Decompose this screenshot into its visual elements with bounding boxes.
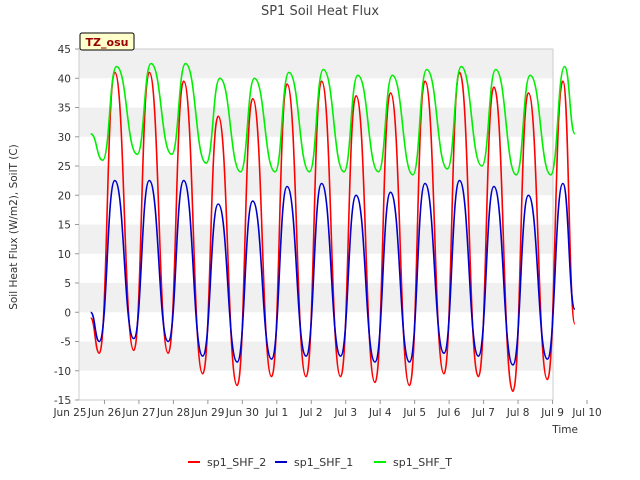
annotation-box	[79, 32, 135, 51]
series-lines	[89, 62, 576, 393]
x-tick-label: Jul 10	[571, 407, 601, 419]
y-tick-label: -10	[54, 366, 71, 378]
x-tick-label: Jun 28	[156, 407, 190, 419]
x-tick-label: Jul 2	[299, 407, 323, 419]
site-annotation: TZ_osu	[79, 32, 135, 51]
x-axis: Jun 25 Jun 26 Jun 27 Jun 28 Jun 29 Jun 30 Jul …	[52, 400, 602, 419]
series-line-sp1_SHF_T	[90, 62, 576, 176]
grid-band	[79, 253, 553, 283]
x-tick-label: Jun 26	[87, 407, 121, 419]
x-tick-label: Jun 30	[225, 407, 259, 419]
y-tick-label: 25	[58, 161, 71, 173]
x-tick-label: Jul 1	[264, 407, 288, 419]
legend: sp1_SHF_2 sp1_SHF_1 sp1_SHF_T	[188, 456, 452, 469]
grid-band	[79, 370, 553, 400]
y-tick-label: 45	[58, 44, 71, 56]
y-tick-label: 15	[58, 220, 71, 232]
x-tick-label: Jul 8	[506, 407, 530, 419]
grid-band	[79, 283, 553, 313]
y-tick-label: 5	[64, 278, 71, 290]
y-tick-label: -15	[54, 395, 71, 407]
x-tick-label: Jun 27	[121, 407, 155, 419]
chart-title: SP1 Soil Heat Flux	[261, 4, 379, 19]
legend-label-sp1_SHF_2: sp1_SHF_2	[207, 456, 266, 469]
grid-band	[79, 78, 553, 108]
grid-band	[79, 49, 553, 79]
y-tick-label: 20	[58, 190, 71, 202]
x-tick-label: Jul 4	[368, 407, 392, 419]
y-tick-label: -5	[61, 337, 71, 349]
y-axis-title: Soil Heat Flux (W/m2), SoilT (C)	[8, 144, 20, 310]
x-tick-label: Jun 29	[190, 407, 224, 419]
y-tick-label: 30	[58, 132, 71, 144]
y-tick-label: 0	[64, 307, 71, 319]
y-tick-label: 40	[58, 73, 71, 85]
x-tick-label: Jul 3	[333, 407, 357, 419]
y-tick-label: 35	[58, 103, 71, 115]
x-tick-label: Jul 7	[471, 407, 495, 419]
x-tick-label: Jun 25	[52, 407, 86, 419]
y-axis: -15 -10 -5 0 5 10 15 20 25 30 35 40 45	[54, 44, 79, 407]
annotation-label: TZ_osu	[86, 36, 129, 49]
x-axis-title: Time	[551, 424, 578, 436]
legend-label-sp1_SHF_T: sp1_SHF_T	[393, 456, 452, 469]
series-line-sp1_SHF_1	[89, 179, 576, 366]
x-tick-label: Jul 5	[402, 407, 426, 419]
y-tick-label: 10	[58, 249, 71, 261]
x-tick-label: Jul 6	[437, 407, 461, 419]
x-tick-label: Jul 9	[540, 407, 564, 419]
legend-label-sp1_SHF_1: sp1_SHF_1	[294, 456, 353, 469]
